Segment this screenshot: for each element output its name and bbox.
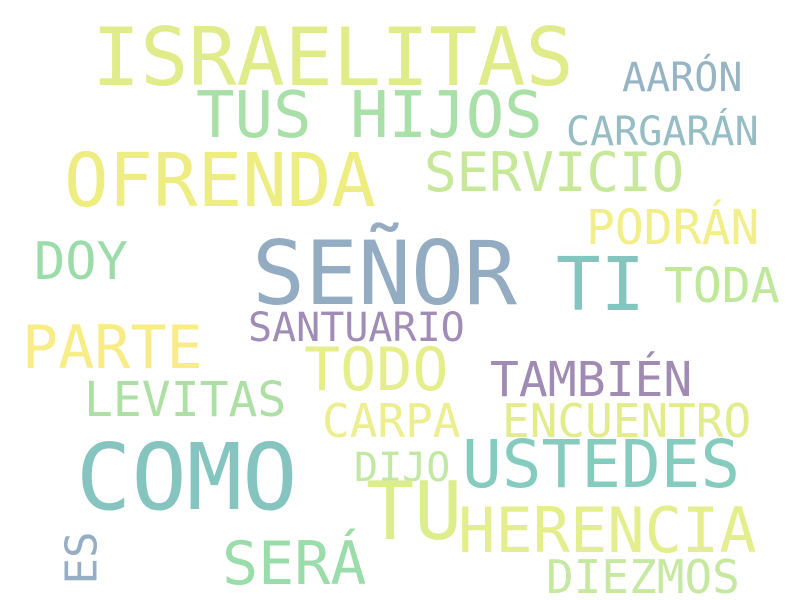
word-israelitas: ISRAELITAS [92, 11, 574, 104]
word-es: ES [56, 531, 108, 585]
word-todo: TODO [304, 335, 449, 405]
word-herencia: HERENCIA [458, 494, 757, 567]
word-diezmos: DIEZMOS [546, 550, 740, 600]
word-cargaran: CARGARÁN [566, 109, 759, 155]
word-podran: PODRÁN [586, 200, 760, 256]
word-ofrenda: OFRENDA [64, 138, 376, 224]
word-encuentro: ENCUENTRO [502, 394, 752, 448]
word-ustedes: USTEDES [462, 426, 741, 503]
word-santuario: SANTUARIO [248, 305, 465, 351]
word-senor: SEÑOR [252, 222, 517, 325]
word-como: COMO [76, 424, 298, 531]
word-sera: SERÁ [222, 529, 367, 599]
word-tus-hijos: TUS HIJOS [196, 79, 543, 153]
word-ti: TI [556, 242, 646, 328]
word-tambien: TAMBIÉN [490, 352, 693, 408]
word-tu: TU [366, 465, 463, 558]
word-aaron: AARÓN [622, 55, 743, 101]
word-parte: PARTE [22, 313, 203, 383]
word-levitas: LEVITAS [84, 372, 287, 428]
word-dijo: DIJO [354, 445, 451, 491]
word-carpa: CARPA [322, 394, 461, 448]
word-toda: TODA [664, 258, 780, 314]
word-doy: DOY [34, 232, 128, 292]
word-servicio: SERVICIO [424, 141, 685, 204]
